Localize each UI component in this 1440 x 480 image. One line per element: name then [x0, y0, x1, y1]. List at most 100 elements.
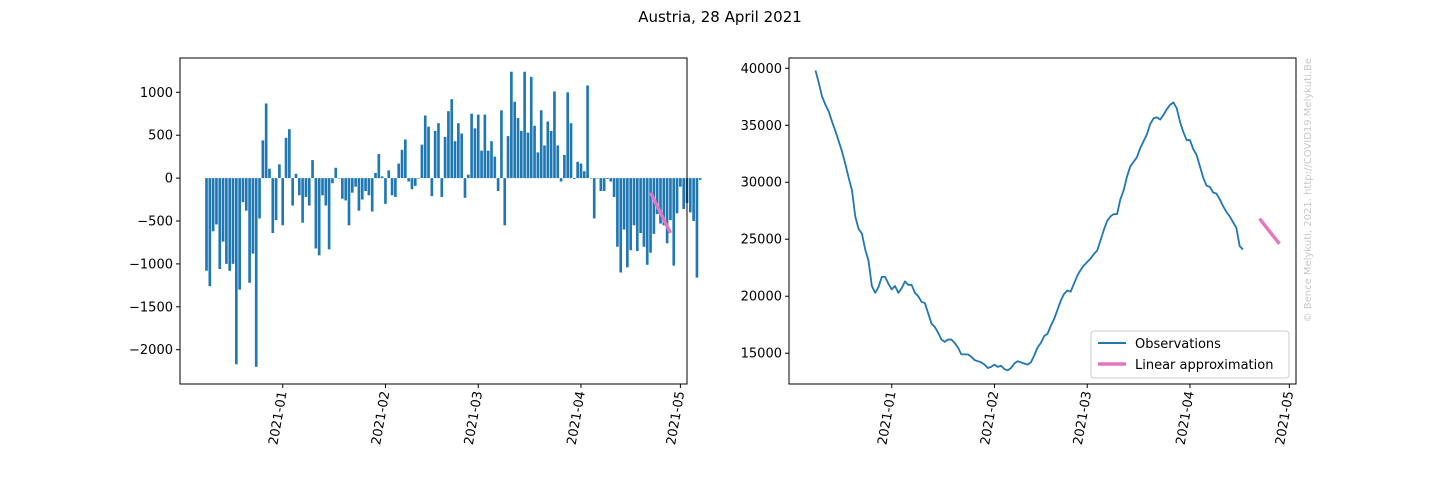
bar [404, 139, 407, 179]
bar [480, 150, 483, 179]
bar [639, 178, 642, 234]
bar [682, 178, 686, 209]
bar [413, 178, 417, 186]
bar [490, 141, 493, 179]
bar [463, 178, 467, 198]
bar [506, 136, 510, 179]
y-tick-label: 0 [165, 172, 173, 187]
bar [586, 85, 589, 179]
bar [569, 123, 573, 179]
y-tick-label: 40000 [741, 62, 782, 77]
observations-line [814, 70, 1244, 372]
y-tick-label: 500 [148, 129, 173, 144]
bar [629, 178, 632, 251]
bar [374, 172, 377, 179]
bar [377, 154, 381, 179]
y-tick-label: 35000 [741, 119, 782, 134]
bar [553, 91, 556, 179]
bar [208, 178, 212, 287]
bar [394, 178, 397, 197]
bar [669, 178, 672, 221]
bar [510, 71, 513, 179]
bar [609, 178, 613, 182]
bar [347, 178, 351, 226]
bar [221, 178, 225, 242]
bar [211, 178, 215, 232]
bar [357, 178, 361, 211]
bar [457, 123, 460, 179]
bar [433, 130, 437, 179]
bar [264, 103, 268, 179]
bar [460, 133, 463, 179]
bar [350, 178, 354, 193]
bar [258, 178, 261, 219]
bar [420, 144, 424, 179]
bar [599, 178, 603, 191]
y-tick-label: 30000 [741, 176, 782, 191]
bar [695, 178, 699, 278]
bar [616, 178, 619, 247]
bar [566, 92, 570, 179]
bar [407, 178, 410, 182]
bar [688, 178, 692, 213]
bar [496, 178, 500, 191]
bar [450, 99, 454, 179]
bar [503, 178, 507, 226]
bar [387, 170, 391, 179]
bar [344, 178, 348, 201]
bar [231, 178, 235, 264]
bar [427, 126, 430, 179]
bar-chart-y-axis: 1000 500 0 −500 −1000 −1500 −2000 [129, 86, 180, 358]
watermark: © Bence Melykuti, 2021. http://COVID19.M… [1303, 58, 1314, 322]
bar [251, 178, 255, 254]
bar [559, 178, 563, 182]
bar [430, 178, 434, 197]
bar [301, 178, 304, 223]
bar [241, 178, 245, 203]
bar [334, 167, 338, 179]
figure-title: Austria, 28 April 2021 [638, 8, 802, 26]
bar [513, 101, 517, 179]
bar-chart-panel: 1000 500 0 −500 −1000 −1500 −2000 2021-01 2021-… [129, 57, 702, 446]
line-chart-plot-area [814, 70, 1281, 372]
line-chart-panel: 40000 35000 30000 25000 20000 15000 2021-01 20… [741, 57, 1297, 446]
bar [655, 178, 659, 215]
bar [288, 129, 291, 179]
bar [360, 178, 364, 200]
bar [642, 178, 646, 247]
bar [261, 140, 265, 179]
bar [533, 125, 536, 179]
bar [440, 178, 444, 197]
bar [400, 149, 404, 179]
line-chart-linear-approximation-line [1258, 217, 1281, 245]
bar [602, 178, 606, 191]
bar [606, 178, 609, 179]
bar [536, 152, 540, 179]
line-chart-y-axis: 40000 35000 30000 25000 20000 15000 [741, 62, 789, 362]
bar [546, 121, 550, 179]
bar [268, 168, 271, 179]
bar [579, 163, 583, 179]
bar-chart-x-axis: 2021-01 2021-02 2021-03 2021-04 2021-05 [266, 384, 688, 446]
bar [645, 178, 649, 265]
y-tick-label: 20000 [741, 290, 782, 305]
bar [327, 178, 331, 250]
bar [698, 178, 702, 180]
legend-box [1090, 330, 1290, 379]
bar [692, 178, 695, 221]
bar [341, 178, 344, 199]
bar [576, 161, 579, 179]
bar [205, 178, 208, 271]
bar [619, 178, 623, 273]
bar [354, 178, 357, 187]
bar [529, 76, 533, 179]
bar [500, 110, 503, 179]
legend: Observations Linear approximation [1090, 330, 1290, 379]
bar [367, 178, 371, 196]
legend-label-linear-approximation: Linear approximation [1135, 358, 1273, 373]
bar [321, 178, 324, 196]
bar [390, 178, 394, 196]
bar [589, 178, 593, 179]
bar [549, 130, 553, 179]
